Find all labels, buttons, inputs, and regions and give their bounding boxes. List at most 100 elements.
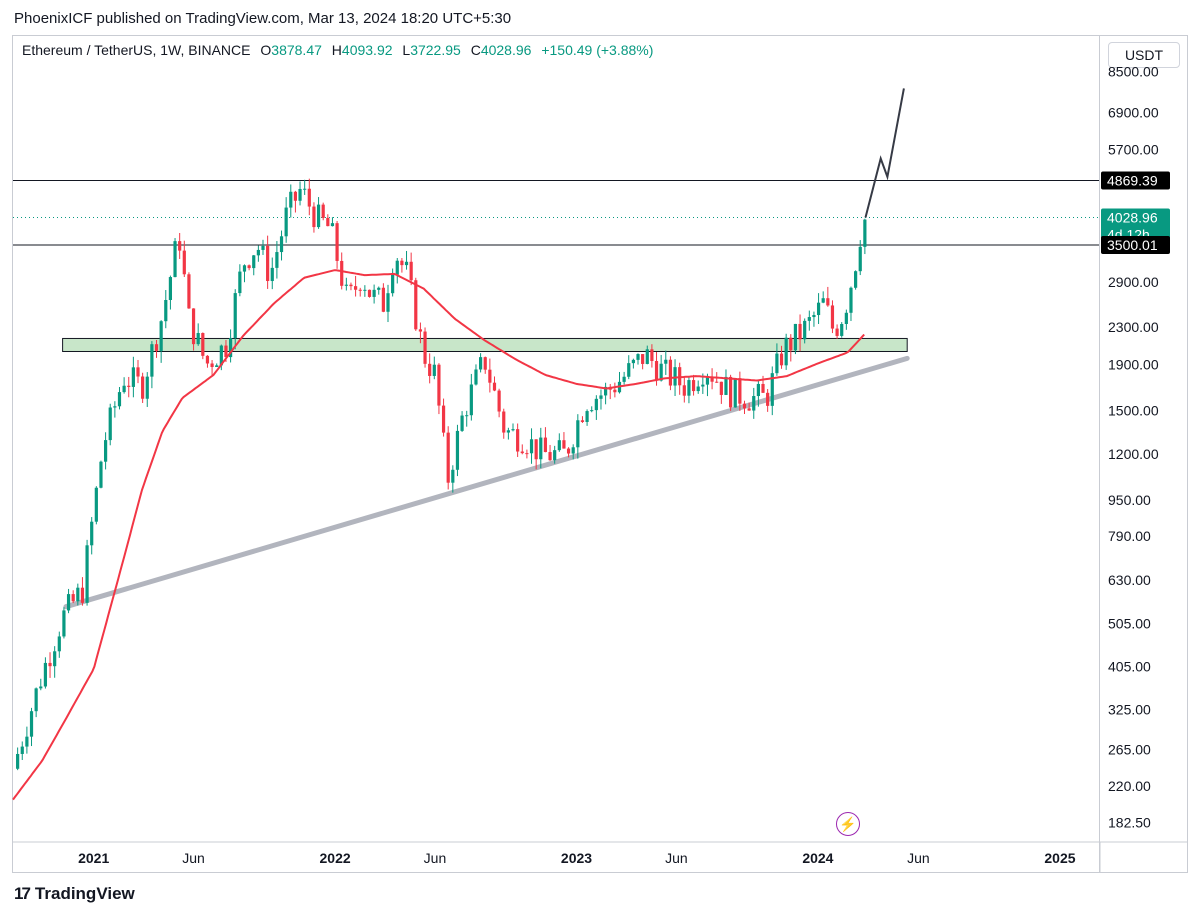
candle-body-71 bbox=[344, 284, 348, 286]
candle-body-182 bbox=[858, 246, 862, 272]
candle-body-18 bbox=[99, 461, 103, 488]
candle-body-154 bbox=[729, 376, 733, 408]
candle-body-64 bbox=[312, 206, 316, 228]
price-tick-8: 950.00 bbox=[1108, 492, 1151, 508]
candle-body-4 bbox=[34, 688, 38, 712]
candle-body-138 bbox=[654, 361, 659, 381]
price-label-box-0 bbox=[1101, 171, 1170, 190]
candle-body-78 bbox=[377, 287, 381, 290]
price-tick-3: 2900.00 bbox=[1108, 274, 1159, 290]
ohlc-high: H4093.92 bbox=[331, 42, 393, 58]
candle-body-61 bbox=[298, 188, 302, 201]
price-axis[interactable] bbox=[1100, 35, 1188, 873]
time-tick-3: Jun bbox=[424, 850, 447, 866]
candle-body-39 bbox=[196, 333, 200, 345]
price-change: +150.49 (+3.88%) bbox=[541, 42, 654, 58]
candle-body-173 bbox=[816, 302, 821, 316]
candle-body-105 bbox=[502, 411, 506, 433]
candle-body-107 bbox=[511, 429, 515, 431]
candle-body-25 bbox=[131, 367, 135, 387]
tradingview-brand: 17 TradingView bbox=[14, 884, 135, 904]
candle-body-146 bbox=[691, 380, 696, 392]
candle-body-22 bbox=[117, 392, 122, 407]
price-tick-2: 5700.00 bbox=[1108, 142, 1159, 158]
symbol-name[interactable]: Ethereum / TetherUS, 1W, BINANCE bbox=[22, 42, 251, 58]
candle-body-123 bbox=[585, 411, 589, 422]
candle-body-118 bbox=[562, 440, 566, 449]
currency-button[interactable]: USDT bbox=[1108, 42, 1180, 68]
candle-body-172 bbox=[812, 315, 816, 318]
candle-body-6 bbox=[43, 662, 48, 687]
time-tick-7: Jun bbox=[907, 850, 930, 866]
candle-body-90 bbox=[432, 364, 436, 376]
candle-body-114 bbox=[543, 437, 548, 453]
candle-body-66 bbox=[321, 204, 325, 218]
candle-body-148 bbox=[701, 384, 705, 387]
candle-body-161 bbox=[761, 383, 765, 393]
candle-body-144 bbox=[682, 385, 686, 396]
candle-body-44 bbox=[219, 345, 223, 366]
candle-body-58 bbox=[284, 207, 288, 237]
candle-body-17 bbox=[94, 487, 98, 522]
lightning-icon[interactable]: ⚡ bbox=[836, 812, 860, 836]
candle-body-42 bbox=[210, 363, 214, 367]
candle-body-124 bbox=[590, 410, 594, 412]
candle-body-45 bbox=[224, 345, 228, 358]
candle-body-169 bbox=[798, 323, 802, 340]
candle-body-89 bbox=[428, 363, 432, 376]
candle-body-57 bbox=[279, 236, 284, 253]
candle-body-75 bbox=[363, 289, 367, 291]
candle-body-84 bbox=[404, 261, 409, 266]
candle-body-165 bbox=[779, 353, 784, 366]
candle-body-26 bbox=[136, 367, 140, 377]
candle-body-112 bbox=[534, 439, 538, 460]
candle-body-13 bbox=[76, 587, 80, 602]
candle-body-129 bbox=[613, 389, 617, 393]
candle-body-28 bbox=[145, 376, 149, 399]
price-tick-11: 505.00 bbox=[1108, 615, 1151, 631]
candle-body-3 bbox=[29, 711, 34, 737]
candle-body-176 bbox=[830, 305, 835, 329]
tradingview-logo-icon: 17 bbox=[14, 884, 31, 903]
candle-body-156 bbox=[738, 378, 742, 404]
candle-body-126 bbox=[599, 395, 603, 399]
candle-body-120 bbox=[571, 447, 575, 454]
candle-body-51 bbox=[252, 255, 256, 269]
time-tick-5: Jun bbox=[665, 850, 688, 866]
price-tick-6: 1500.00 bbox=[1108, 403, 1159, 419]
candle-body-7 bbox=[48, 662, 52, 667]
candle-body-36 bbox=[182, 250, 186, 275]
ohlc-low: L3722.95 bbox=[402, 42, 461, 58]
candle-body-54 bbox=[266, 245, 270, 282]
candle-body-63 bbox=[307, 188, 311, 207]
candle-body-81 bbox=[391, 274, 395, 294]
chart-pane[interactable] bbox=[12, 35, 1100, 873]
candle-body-166 bbox=[784, 337, 788, 366]
candle-body-168 bbox=[793, 323, 798, 351]
candle-body-1 bbox=[20, 746, 24, 754]
candle-body-67 bbox=[326, 217, 330, 227]
candle-body-48 bbox=[238, 271, 242, 294]
candle-body-150 bbox=[710, 376, 714, 382]
candle-body-59 bbox=[289, 191, 293, 208]
candle-body-50 bbox=[247, 265, 251, 269]
candle-body-11 bbox=[66, 594, 71, 611]
candle-body-180 bbox=[849, 287, 853, 313]
candle-body-135 bbox=[641, 354, 645, 364]
candle-body-110 bbox=[525, 453, 529, 455]
candle-body-43 bbox=[215, 365, 219, 367]
candle-body-113 bbox=[539, 437, 543, 460]
candle-body-12 bbox=[71, 594, 75, 602]
candle-body-5 bbox=[39, 686, 43, 689]
candle-body-80 bbox=[386, 293, 390, 312]
candle-body-24 bbox=[127, 385, 131, 387]
candle-body-155 bbox=[733, 378, 737, 408]
candle-body-23 bbox=[122, 385, 126, 393]
candle-body-9 bbox=[57, 636, 61, 652]
candle-body-117 bbox=[557, 440, 561, 451]
candle-body-133 bbox=[631, 359, 635, 364]
candle-body-47 bbox=[233, 293, 237, 339]
candle-body-14 bbox=[80, 587, 85, 603]
price-tick-7: 1200.00 bbox=[1108, 446, 1159, 462]
